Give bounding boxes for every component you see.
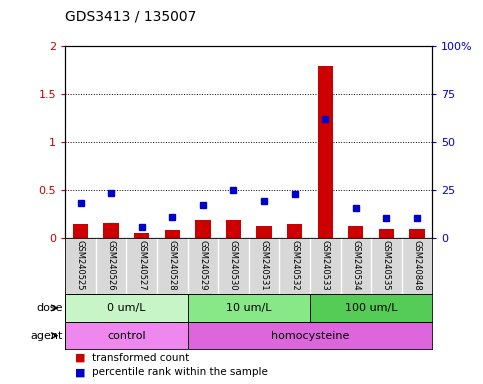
Text: GSM240528: GSM240528 <box>168 240 177 291</box>
Bar <box>187 322 432 349</box>
Text: GSM240535: GSM240535 <box>382 240 391 291</box>
Text: GSM240529: GSM240529 <box>199 240 207 291</box>
Text: 0 um/L: 0 um/L <box>107 303 146 313</box>
Text: ■: ■ <box>75 353 85 363</box>
Bar <box>134 233 149 238</box>
Text: GSM240530: GSM240530 <box>229 240 238 291</box>
Text: control: control <box>107 331 146 341</box>
Bar <box>65 294 187 322</box>
Text: GSM240533: GSM240533 <box>321 240 330 291</box>
Bar <box>65 322 187 349</box>
Text: agent: agent <box>30 331 63 341</box>
Bar <box>195 220 211 238</box>
Text: percentile rank within the sample: percentile rank within the sample <box>92 367 268 377</box>
Bar <box>318 66 333 238</box>
Bar <box>410 229 425 238</box>
Bar <box>256 226 272 238</box>
Text: GSM240534: GSM240534 <box>351 240 360 291</box>
Text: GSM240525: GSM240525 <box>76 240 85 291</box>
Text: GSM240531: GSM240531 <box>259 240 269 291</box>
Text: GSM240526: GSM240526 <box>107 240 115 291</box>
Text: transformed count: transformed count <box>92 353 189 363</box>
Bar <box>287 224 302 238</box>
Text: GDS3413 / 135007: GDS3413 / 135007 <box>65 9 197 23</box>
Bar <box>187 294 310 322</box>
Text: GSM240848: GSM240848 <box>412 240 422 291</box>
Text: homocysteine: homocysteine <box>271 331 349 341</box>
Text: 100 um/L: 100 um/L <box>345 303 398 313</box>
Text: GSM240532: GSM240532 <box>290 240 299 291</box>
Bar <box>165 230 180 238</box>
Text: GSM240527: GSM240527 <box>137 240 146 291</box>
Bar <box>310 294 432 322</box>
Text: 10 um/L: 10 um/L <box>226 303 271 313</box>
Bar <box>103 223 119 238</box>
Bar <box>73 224 88 238</box>
Text: dose: dose <box>36 303 63 313</box>
Bar <box>379 229 394 238</box>
Bar <box>226 220 241 238</box>
Text: ■: ■ <box>75 367 85 377</box>
Bar <box>348 226 364 238</box>
